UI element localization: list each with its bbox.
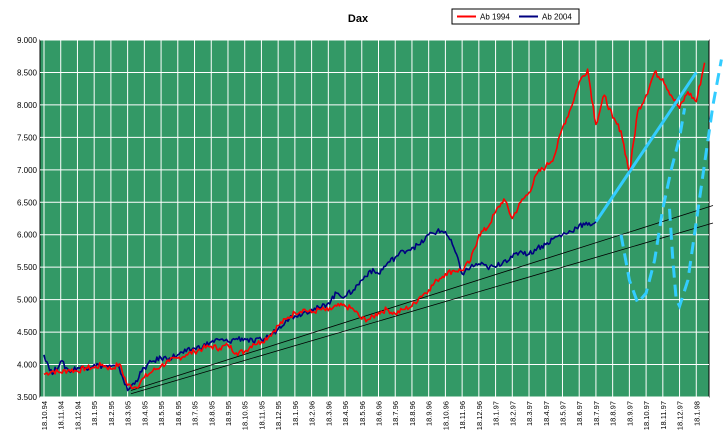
x-tick-label: 18.8.96 (408, 401, 417, 426)
legend: Ab 1994 Ab 2004 (451, 8, 580, 25)
legend-label-ab1994: Ab 1994 (480, 13, 510, 22)
x-tick-label: 18.12.95 (274, 401, 283, 430)
y-tick-label: 8.500 (17, 68, 38, 77)
x-tick-label: 18.11.97 (659, 401, 668, 430)
y-tick-label: 6.000 (17, 231, 38, 240)
y-tick-label: 7.500 (17, 133, 38, 142)
y-axis: 3.500 4.000 4.500 5.000 5.500 6.000 6.500 7.000… (17, 36, 38, 402)
x-tick-label: 18.7.96 (391, 401, 400, 426)
x-tick-label: 18.7.97 (592, 401, 601, 426)
y-tick-label: 5.500 (17, 263, 38, 272)
y-tick-label: 9.000 (17, 36, 38, 45)
x-tick-label: 18.5.96 (358, 401, 367, 426)
x-tick-label: 18.4.97 (542, 401, 551, 426)
trend-line (130, 205, 714, 391)
x-tick-label: 18.12.94 (73, 401, 82, 430)
x-tick-label: 18.7.95 (191, 401, 200, 426)
y-tick-label: 5.000 (17, 296, 38, 305)
x-tick-label: 18.11.94 (57, 401, 66, 430)
x-tick-label: 18.3.95 (124, 401, 133, 426)
x-tick-label: 18.10.95 (241, 401, 250, 430)
x-tick-label: 18.4.95 (140, 401, 149, 426)
x-tick-label: 18.2.96 (308, 401, 317, 426)
x-tick-label: 18.9.96 (425, 401, 434, 426)
x-tick-label: 18.6.96 (375, 401, 384, 426)
x-tick-label: 18.11.95 (257, 401, 266, 430)
chart-title: Dax (348, 13, 369, 25)
y-tick-label: 8.000 (17, 101, 38, 110)
x-tick-label: 18.1.98 (692, 401, 701, 426)
x-tick-label: 18.10.94 (40, 401, 49, 430)
x-tick-label: 18.2.95 (107, 401, 116, 426)
x-tick-label: 18.10.97 (642, 401, 651, 430)
legend-label-ab2004: Ab 2004 (542, 13, 572, 22)
x-tick-label: 18.1.96 (291, 401, 300, 426)
x-tick-label: 18.5.97 (558, 401, 567, 426)
x-tick-label: 18.1.95 (90, 401, 99, 426)
trend-line (130, 222, 714, 395)
x-tick-label: 18.2.97 (508, 401, 517, 426)
x-axis: 18.10.94 18.11.94 18.12.94 18.1.95 18.2.95 18… (40, 401, 701, 430)
trend-lines (130, 205, 714, 395)
x-tick-label: 18.1.97 (492, 401, 501, 426)
plot-area (39, 39, 710, 398)
x-tick-label: 18.9.95 (224, 401, 233, 426)
series-line-ab-2004 (43, 221, 597, 392)
y-tick-label: 4.500 (17, 328, 38, 337)
x-tick-label: 18.10.96 (441, 401, 450, 430)
x-tick-label: 18.11.96 (458, 401, 467, 430)
x-tick-label: 18.12.96 (475, 401, 484, 430)
forecast-lines (594, 59, 723, 310)
x-tick-label: 18.3.97 (525, 401, 534, 426)
forecast-dashed-line (668, 59, 723, 310)
x-tick-label: 18.4.96 (341, 401, 350, 426)
legend-box (451, 8, 580, 25)
grid-lines (40, 39, 709, 398)
data-series (43, 62, 706, 392)
series-line-ab-1994 (43, 62, 706, 390)
forecast-solid-line (594, 71, 698, 223)
x-tick-label: 18.8.95 (207, 401, 216, 426)
x-tick-label: 18.8.97 (609, 401, 618, 426)
x-tick-label: 18.3.96 (324, 401, 333, 426)
x-tick-label: 18.6.97 (575, 401, 584, 426)
x-tick-label: 18.12.97 (676, 401, 685, 430)
y-tick-label: 4.000 (17, 361, 38, 370)
x-tick-label: 18.9.97 (625, 401, 634, 426)
x-tick-label: 18.6.95 (174, 401, 183, 426)
y-tick-label: 3.500 (17, 393, 38, 402)
forecast-dashed-line (619, 107, 687, 306)
y-tick-label: 7.000 (17, 166, 38, 175)
y-tick-label: 6.500 (17, 198, 38, 207)
x-tick-label: 18.5.95 (157, 401, 166, 426)
